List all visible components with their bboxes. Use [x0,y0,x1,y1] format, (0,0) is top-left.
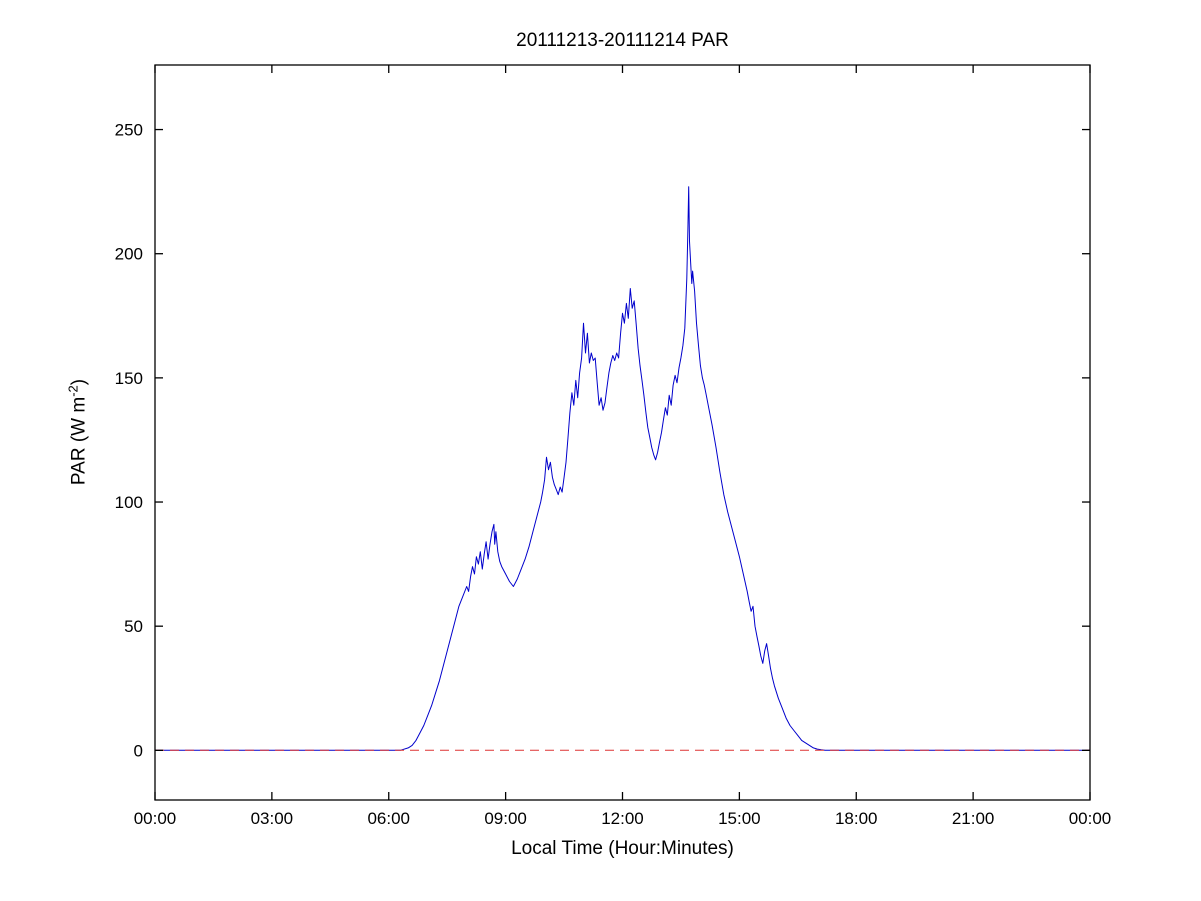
x-tick-label: 00:00 [134,809,177,828]
y-axis-label-close: ) [68,378,90,386]
y-tick-label: 50 [124,617,143,636]
y-tick-label: 150 [115,369,143,388]
axes-box [154,64,1091,801]
x-tick-label: 03:00 [251,809,294,828]
chart-title: 20111213-20111214 PAR [516,30,729,51]
y-tick-label: 0 [134,741,143,760]
x-tick-label: 12:00 [601,809,644,828]
x-tick-label: 06:00 [367,809,410,828]
data-line-PAR [155,186,1090,751]
x-axis-label: Local Time (Hour:Minutes) [511,838,734,859]
y-tick-label: 200 [115,245,143,264]
y-tick-label: 250 [115,121,143,140]
x-tick-label: 00:00 [1069,809,1112,828]
x-tick-label: 21:00 [952,809,995,828]
y-axis-label-text: PAR (W m [68,396,90,486]
y-axis-label-superscript: -2 [65,385,81,397]
y-axis-label: PAR (W m-2) [65,379,90,485]
y-tick-label: 100 [115,493,143,512]
x-tick-label: 09:00 [484,809,527,828]
x-tick-label: 15:00 [718,809,761,828]
x-tick-label: 18:00 [835,809,878,828]
